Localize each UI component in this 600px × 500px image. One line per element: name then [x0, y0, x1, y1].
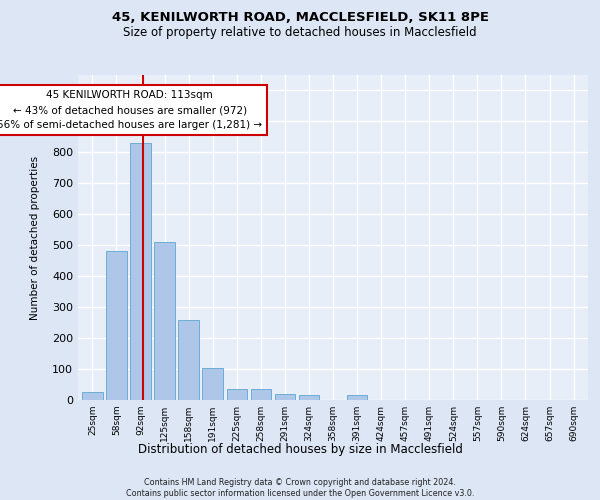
Bar	[251, 389, 271, 400]
Text: Contains HM Land Registry data © Crown copyright and database right 2024.
Contai: Contains HM Land Registry data © Crown c…	[126, 478, 474, 498]
Text: Size of property relative to detached houses in Macclesfield: Size of property relative to detached ho…	[123, 26, 477, 39]
Bar	[106, 252, 127, 400]
Y-axis label: Number of detached properties: Number of detached properties	[29, 156, 40, 320]
Bar	[275, 394, 295, 400]
Text: Distribution of detached houses by size in Macclesfield: Distribution of detached houses by size …	[137, 442, 463, 456]
Text: 45 KENILWORTH ROAD: 113sqm
← 43% of detached houses are smaller (972)
56% of sem: 45 KENILWORTH ROAD: 113sqm ← 43% of deta…	[0, 90, 262, 130]
Bar	[227, 389, 247, 400]
Bar	[154, 242, 175, 400]
Bar	[299, 396, 319, 400]
Bar	[130, 143, 151, 400]
Bar	[82, 392, 103, 400]
Text: 45, KENILWORTH ROAD, MACCLESFIELD, SK11 8PE: 45, KENILWORTH ROAD, MACCLESFIELD, SK11 …	[112, 11, 488, 24]
Bar	[347, 396, 367, 400]
Bar	[202, 368, 223, 400]
Bar	[178, 320, 199, 400]
